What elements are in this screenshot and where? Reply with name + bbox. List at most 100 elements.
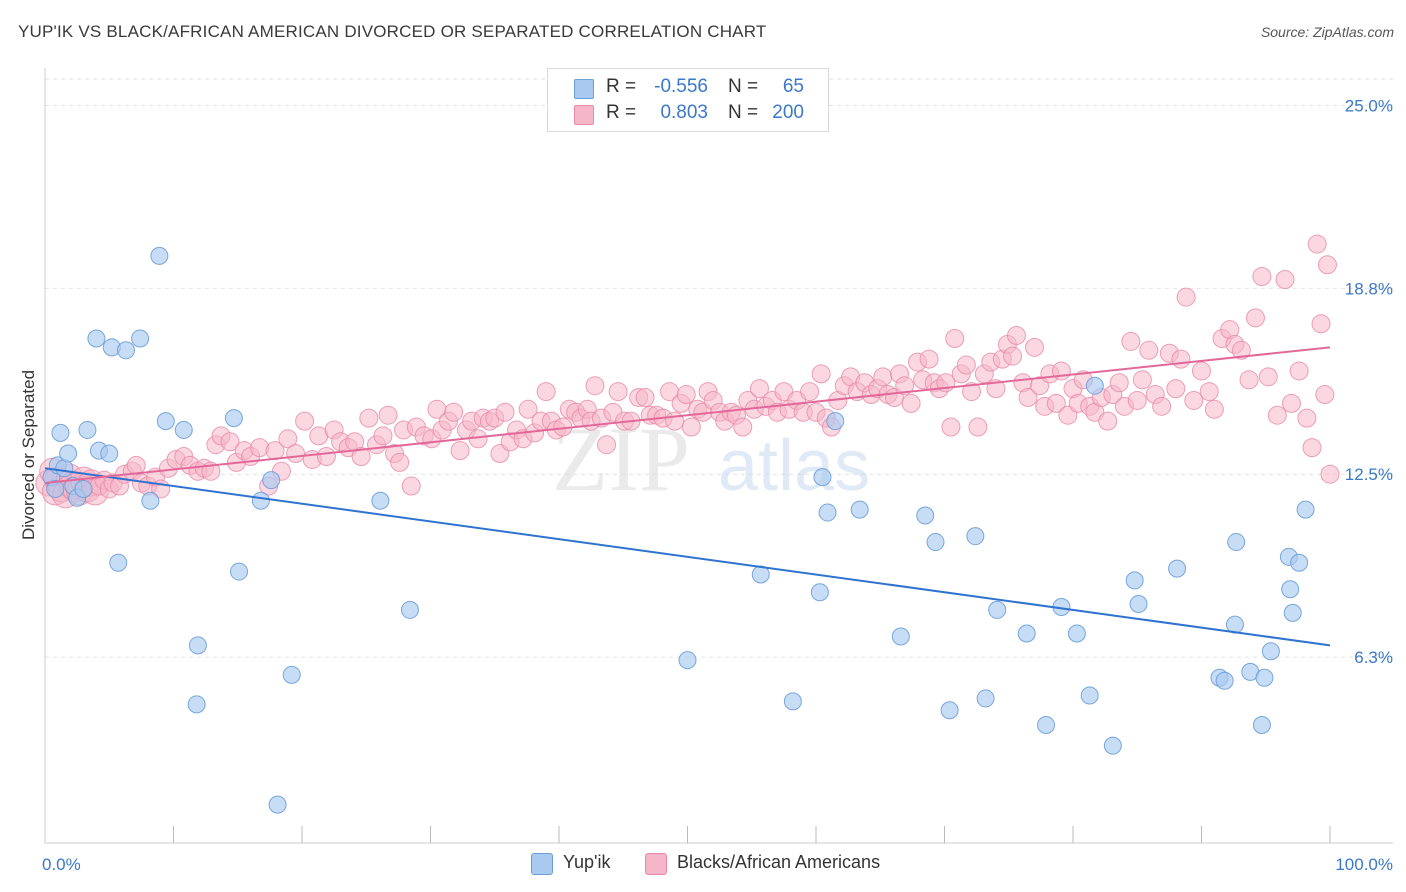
point-yupik [400, 600, 419, 619]
y-tick-label: 6.3% [1354, 648, 1393, 667]
legend-swatch-yupik [574, 79, 594, 99]
point-blacks [733, 417, 753, 437]
point-yupik [1085, 376, 1104, 395]
legend-r-label: R = [606, 76, 637, 97]
point-blacks [378, 405, 398, 425]
source-label: Source: ZipAtlas.com [1260, 24, 1394, 40]
point-blacks [1003, 346, 1023, 366]
point-blacks [961, 382, 981, 402]
bottom-legend-label-blacks: Blacks/African Americans [677, 852, 881, 872]
point-yupik [1067, 624, 1086, 643]
legend-n-label: N = [728, 76, 759, 97]
point-yupik [174, 420, 193, 439]
point-blacks [518, 399, 538, 419]
point-yupik [1281, 580, 1300, 599]
point-yupik [131, 329, 150, 348]
point-blacks [1204, 399, 1224, 419]
point-yupik [116, 341, 135, 360]
point-blacks [901, 393, 921, 413]
point-blacks [1297, 408, 1317, 428]
tick-labels: 25.0% 18.8% 12.5% 6.3% 0.0% 100.0% [42, 96, 1393, 874]
point-yupik [1125, 571, 1144, 590]
point-yupik [150, 246, 169, 265]
point-yupik [1017, 624, 1036, 643]
legend-r-value: 0.803 [660, 102, 708, 123]
point-yupik [678, 651, 697, 670]
point-blacks [373, 426, 393, 446]
y-tick-label: 12.5% [1345, 465, 1393, 484]
point-blacks [220, 432, 240, 452]
point-yupik [1261, 642, 1280, 661]
point-blacks [1121, 331, 1141, 351]
y-axis-label: Divorced or Separated [19, 370, 38, 540]
point-blacks [919, 349, 939, 369]
point-yupik [826, 412, 845, 431]
point-yupik [371, 491, 390, 510]
point-blacks [1289, 361, 1309, 381]
point-yupik [966, 527, 985, 546]
x-tick-label: 0.0% [42, 855, 81, 874]
point-blacks [1267, 405, 1287, 425]
point-blacks [126, 455, 146, 475]
point-blacks [1139, 340, 1159, 360]
legend-swatch-blacks [574, 105, 594, 125]
point-yupik [230, 562, 249, 581]
point-blacks [941, 417, 961, 437]
point-yupik [1290, 553, 1309, 572]
point-yupik [251, 491, 270, 510]
point-yupik [268, 795, 287, 814]
point-yupik [109, 553, 128, 572]
point-yupik [187, 695, 206, 714]
point-blacks [444, 402, 464, 422]
series-yupik-points [42, 246, 1315, 814]
point-blacks [873, 367, 893, 387]
point-blacks [968, 417, 988, 437]
point-yupik [59, 444, 78, 463]
point-yupik [282, 665, 301, 684]
point-blacks [1152, 396, 1172, 416]
y-tick-label: 25.0% [1345, 96, 1393, 115]
point-blacks [1018, 387, 1038, 407]
point-blacks [597, 435, 617, 455]
point-blacks [665, 411, 685, 431]
point-blacks [401, 476, 421, 496]
point-yupik [976, 689, 995, 708]
legend-n-value: 65 [782, 76, 804, 97]
point-blacks [986, 379, 1006, 399]
trend-line-blacks [44, 346, 1331, 485]
point-yupik [55, 459, 74, 478]
point-yupik [74, 479, 93, 498]
legend-row-blacks: R = 0.803 N = 200 [548, 102, 828, 126]
point-blacks [316, 447, 336, 466]
point-yupik [224, 409, 243, 428]
point-blacks [676, 385, 696, 405]
point-blacks [450, 441, 470, 461]
trend-lines [44, 346, 1331, 647]
point-yupik [1252, 715, 1271, 734]
point-blacks [1302, 438, 1322, 458]
point-blacks [585, 376, 605, 396]
legend-r-label: R = [606, 102, 637, 123]
point-blacks [278, 429, 298, 449]
legend-row-yupik: R = -0.556 N = 65 [548, 76, 828, 100]
point-blacks [351, 447, 371, 466]
legend: R = -0.556 N = 65 R = 0.803 N = 200 [547, 68, 829, 132]
point-blacks [1307, 234, 1327, 254]
point-blacks [1006, 326, 1026, 346]
point-yupik [141, 491, 160, 510]
point-blacks [749, 379, 769, 399]
point-blacks [1098, 411, 1118, 431]
point-blacks [945, 328, 965, 348]
point-blacks [1311, 314, 1331, 334]
point-blacks [1166, 379, 1186, 399]
point-blacks [1176, 287, 1196, 307]
point-blacks [1046, 393, 1066, 413]
point-blacks [1109, 373, 1129, 393]
point-yupik [783, 692, 802, 711]
point-blacks [1192, 361, 1211, 381]
point-yupik [46, 479, 65, 498]
point-yupik [1255, 668, 1274, 687]
y-tick-label: 18.8% [1345, 279, 1393, 298]
bottom-legend-swatch-blacks [645, 853, 667, 875]
